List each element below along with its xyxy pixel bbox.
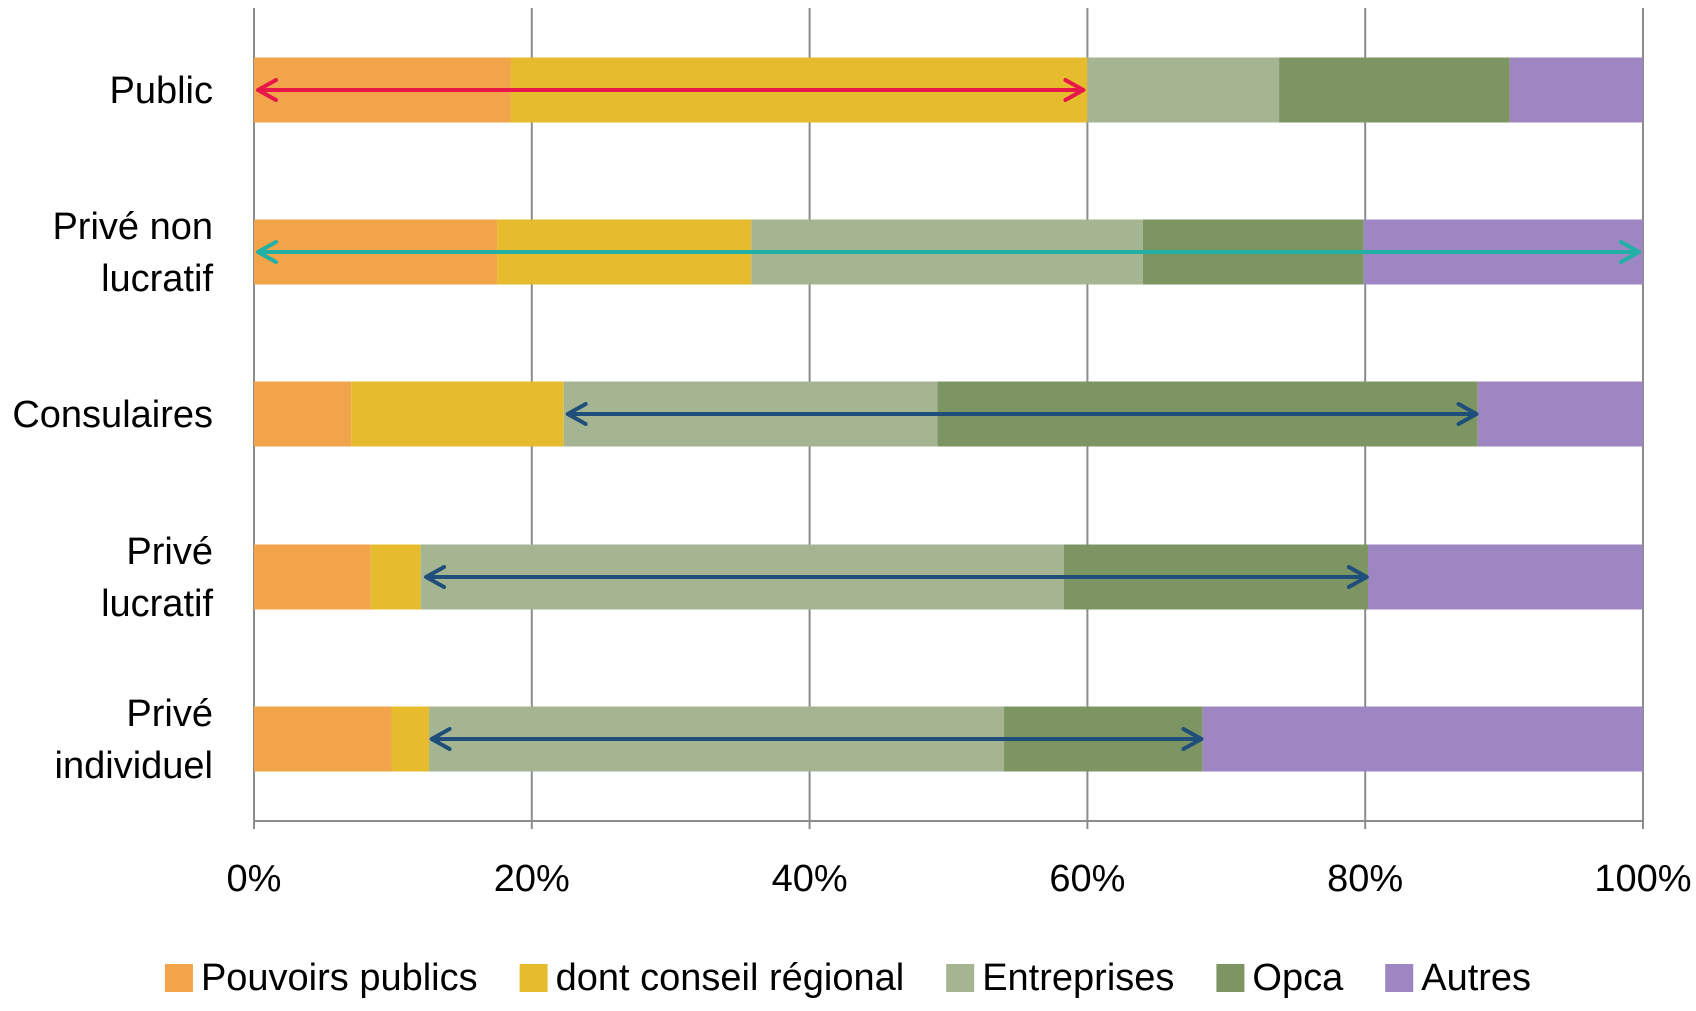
legend-swatch [519,964,548,992]
legend-label: dont conseil régional [556,957,905,999]
category-label-line: Public [110,70,214,112]
bar-segment [370,544,421,610]
category-label-line: Privé [126,693,213,735]
bar-segment [254,544,371,610]
category-label-line: Privé non [52,206,213,248]
category-label-line: lucratif [101,258,213,300]
bar-segment [1087,57,1280,123]
x-tick-label: 100% [1594,858,1691,900]
legend-label: Autres [1421,957,1531,999]
x-tick-label: 80% [1327,858,1403,900]
category-label-line: individuel [55,745,213,787]
category-label: Privé lucratif [101,531,213,625]
bar-segment [1367,544,1643,610]
x-tick-label: 20% [494,858,570,900]
x-tick-label: 40% [772,858,848,900]
bar-segment [351,381,564,447]
legend-label: Opca [1252,957,1344,999]
legend-swatch [1216,964,1245,992]
legend-label: Entreprises [982,957,1174,999]
legend-swatch [1385,964,1414,992]
category-label-line: Privé [126,531,213,573]
bar-segment [1279,57,1510,123]
x-tick-label: 0% [227,858,282,900]
x-tick-label: 60% [1049,858,1125,900]
category-label: Privé non lucratif [52,206,213,300]
category-label-line: Consulaires [12,394,213,436]
bar-segment [1509,57,1643,123]
bar-segment [1202,706,1643,772]
bar-segment [254,706,392,772]
legend-label: Pouvoirs publics [201,957,478,999]
legend-swatch [164,964,193,992]
legend-swatch [946,964,975,992]
category-label-line: lucratif [101,583,213,625]
category-label: Consulaires [12,394,213,436]
bar-segment [1477,381,1643,447]
category-label: Public [110,70,214,112]
bar-segment [391,706,430,772]
category-label: Privé individuel [55,693,213,787]
bar-segment [254,381,352,447]
